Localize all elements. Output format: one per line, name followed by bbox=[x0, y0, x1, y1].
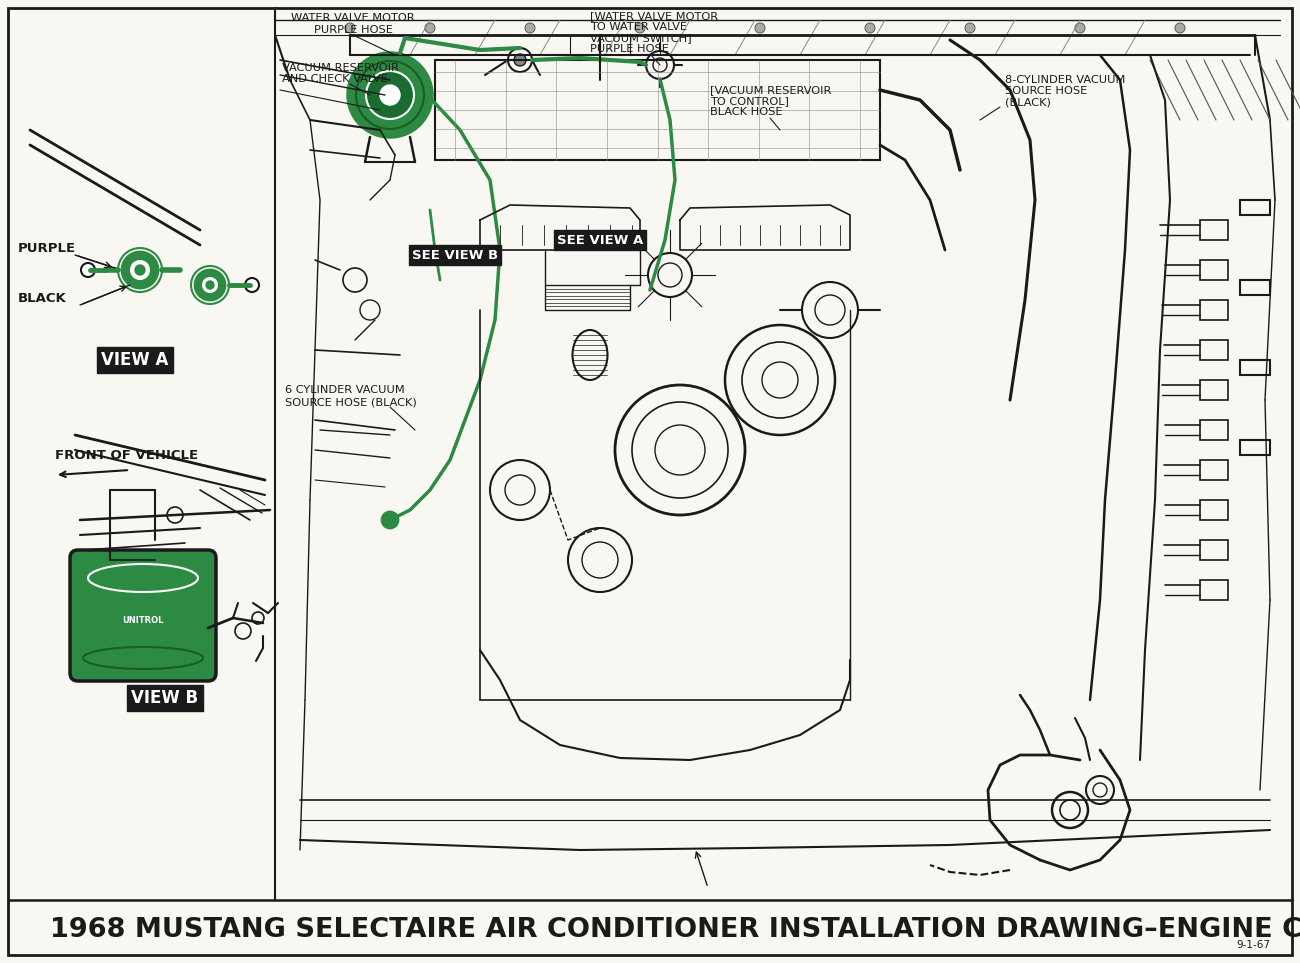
Text: VACUUM SWITCH]: VACUUM SWITCH] bbox=[590, 33, 692, 43]
Circle shape bbox=[755, 23, 764, 33]
Text: BLACK: BLACK bbox=[18, 292, 66, 304]
Text: BLACK HOSE: BLACK HOSE bbox=[710, 107, 783, 117]
Circle shape bbox=[205, 281, 214, 289]
Text: WATER VALVE MOTOR: WATER VALVE MOTOR bbox=[291, 13, 415, 23]
Text: SEE VIEW A: SEE VIEW A bbox=[556, 233, 644, 247]
Text: VIEW B: VIEW B bbox=[131, 689, 199, 707]
Bar bbox=[1200, 220, 1228, 240]
Text: SEE VIEW B: SEE VIEW B bbox=[412, 248, 498, 262]
Text: SOURCE HOSE: SOURCE HOSE bbox=[1005, 86, 1087, 96]
Circle shape bbox=[1075, 23, 1086, 33]
Text: 6 CYLINDER VACUUM: 6 CYLINDER VACUUM bbox=[285, 385, 404, 395]
Text: TO CONTROL]: TO CONTROL] bbox=[710, 96, 789, 106]
Text: UNITROL: UNITROL bbox=[122, 616, 164, 625]
Text: VIEW A: VIEW A bbox=[101, 351, 169, 369]
Bar bbox=[1200, 340, 1228, 360]
Circle shape bbox=[965, 23, 975, 33]
Bar bbox=[1200, 540, 1228, 560]
Bar bbox=[1200, 260, 1228, 280]
Text: [VACUUM RESERVOIR: [VACUUM RESERVOIR bbox=[710, 85, 832, 95]
Text: TO WATER VALVE: TO WATER VALVE bbox=[590, 22, 686, 32]
Text: PURPLE HOSE: PURPLE HOSE bbox=[313, 25, 393, 35]
Circle shape bbox=[195, 270, 225, 300]
Text: 1968 MUSTANG SELECTAIRE AIR CONDITIONER INSTALLATION DRAWING–ENGINE COMPARTMENT : 1968 MUSTANG SELECTAIRE AIR CONDITIONER … bbox=[49, 917, 1300, 943]
Bar bbox=[436, 60, 880, 160]
Bar bbox=[1200, 500, 1228, 520]
Text: 8-CYLINDER VACUUM: 8-CYLINDER VACUUM bbox=[1005, 75, 1126, 85]
Circle shape bbox=[380, 85, 400, 105]
Circle shape bbox=[864, 23, 875, 33]
Circle shape bbox=[634, 23, 645, 33]
Circle shape bbox=[348, 53, 432, 137]
Text: PURPLE: PURPLE bbox=[18, 242, 77, 254]
Circle shape bbox=[203, 278, 217, 292]
Bar bbox=[1200, 420, 1228, 440]
Text: SOURCE HOSE (BLACK): SOURCE HOSE (BLACK) bbox=[285, 397, 417, 407]
Text: VACUUM RESERVOIR: VACUUM RESERVOIR bbox=[282, 63, 399, 73]
Circle shape bbox=[356, 61, 424, 129]
Circle shape bbox=[525, 23, 536, 33]
Circle shape bbox=[131, 261, 150, 279]
Bar bbox=[1200, 380, 1228, 400]
Circle shape bbox=[1175, 23, 1186, 33]
Bar bbox=[1200, 580, 1228, 600]
Circle shape bbox=[81, 263, 95, 277]
Circle shape bbox=[244, 278, 259, 292]
Circle shape bbox=[425, 23, 436, 33]
Circle shape bbox=[122, 252, 159, 288]
Circle shape bbox=[514, 54, 526, 66]
FancyBboxPatch shape bbox=[70, 550, 216, 681]
Circle shape bbox=[344, 23, 355, 33]
Text: [WATER VALVE MOTOR: [WATER VALVE MOTOR bbox=[590, 11, 718, 21]
Bar bbox=[1200, 460, 1228, 480]
Text: AND CHECK VALVE: AND CHECK VALVE bbox=[282, 74, 387, 84]
Circle shape bbox=[382, 512, 398, 528]
Text: FRONT OF VEHICLE: FRONT OF VEHICLE bbox=[55, 449, 198, 461]
Bar bbox=[1200, 300, 1228, 320]
Text: (BLACK): (BLACK) bbox=[1005, 97, 1050, 107]
Text: PURPLE HOSE: PURPLE HOSE bbox=[590, 44, 670, 54]
Circle shape bbox=[135, 265, 146, 275]
Circle shape bbox=[367, 71, 413, 119]
Text: 9-1-67: 9-1-67 bbox=[1236, 940, 1270, 950]
